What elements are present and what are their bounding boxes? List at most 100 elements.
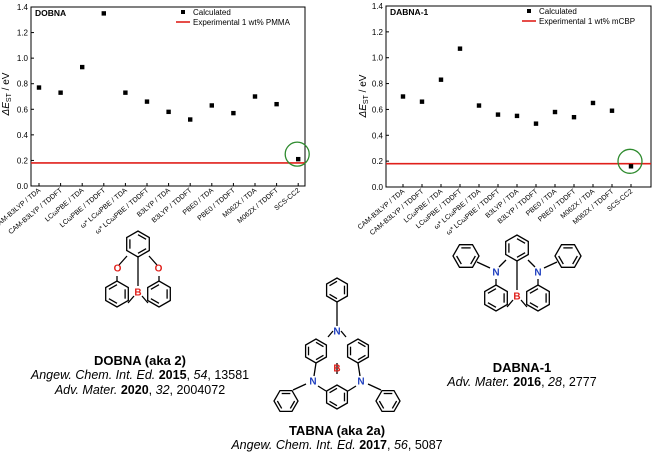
dabna-y-tick-label: 0.2 (372, 157, 384, 166)
dobna-highlight-circle (284, 141, 310, 167)
dabna-name: DABNA-1 (492, 360, 552, 375)
tabna-bond (313, 362, 317, 377)
dobna-ring-top-double-bond (137, 234, 147, 240)
dobna-data-point (80, 64, 85, 70)
dobna-ring-right-double-bond (150, 298, 160, 304)
dobna-data-points (36, 11, 301, 162)
dobna-y-tick-label: 0.8 (17, 80, 29, 89)
tabna-phenyl-right-double-bond (391, 400, 398, 409)
dobna-ring-left-double-bond (108, 298, 118, 304)
dobna-data-point (209, 103, 214, 108)
tabna-bond (340, 330, 347, 338)
dobna-oxygen-right: O (155, 264, 163, 275)
tabna-phenyl-left-double-bond (289, 400, 296, 409)
dabna-ring-right-double-bond (529, 288, 539, 294)
dobna-chart-title: DOBNA (35, 8, 66, 18)
dobna-data-point (296, 156, 301, 162)
dabna-legend-calculated: Calculated (539, 7, 577, 16)
dabna-y-tick-label: 0.0 (372, 183, 384, 192)
dabna-phenyl-left-double-bond (456, 255, 462, 265)
dabna-phenyl-right-double-bond (558, 255, 564, 265)
dobna-data-point (36, 85, 42, 90)
dobna-y-ticks: 0.0 0.2 0.4 0.6 0.8 1.0 1.2 1.4 (17, 3, 34, 191)
tabna-ring-upper-right-double-bond (357, 354, 366, 361)
dabna-data-point (609, 108, 615, 113)
dabna-boron: B (513, 292, 520, 303)
dabna-data-point (533, 121, 539, 126)
dabna-ring-top-double-bond (516, 252, 526, 258)
dabna-chart-title: DABNA-1 (390, 7, 429, 17)
dobna-y-tick-label: 1.4 (17, 3, 29, 12)
dabna-y-tick-label: 0.6 (372, 105, 384, 114)
tabna-phenyl-top-double-bond (329, 293, 338, 300)
dabna-ring-left-double-bond (487, 302, 497, 308)
tabna-phenyl-left-double-bond (276, 400, 283, 409)
tabna-ring-bottom (325, 384, 349, 410)
tabna-bond (347, 385, 357, 392)
dabna-bond (476, 261, 491, 269)
dobna-data-point (123, 90, 128, 95)
dabna-data-point (571, 114, 577, 120)
dobna-ring-right-double-bond (150, 284, 160, 290)
dobna-data-point (101, 11, 106, 16)
dabna-data-point (419, 99, 425, 104)
dobna-data-point (58, 90, 63, 95)
dobna-chart: DOBNA Calculated Experimental 1 wt% PMMA… (0, 3, 310, 236)
dabna-y-tick-label: 1.0 (372, 54, 384, 63)
tabna-bond (327, 330, 334, 338)
tabna-structure (273, 277, 401, 413)
tabna-name: TABNA (aka 2a) (288, 423, 386, 438)
dobna-oxygen-left: O (114, 264, 122, 275)
tabna-ring-bottom-double-bond (329, 387, 338, 394)
dabna-x-ticks (402, 184, 632, 187)
dobna-name: DOBNA (aka 2) (94, 353, 186, 368)
dobna-boron: B (134, 288, 141, 299)
dabna-y-tick-label: 1.2 (372, 28, 384, 37)
dobna-ring-top-double-bond (137, 248, 147, 254)
dobna-data-point (252, 94, 258, 99)
dabna-data-point (514, 113, 520, 119)
dobna-y-tick-label: 0.0 (17, 182, 29, 191)
tabna-nitrogen-right: N (357, 377, 364, 388)
dobna-legend: Calculated Experimental 1 wt% PMMA (176, 8, 291, 27)
dabna-phenyl-left-double-bond (470, 255, 476, 265)
dobna-x-ticks (38, 183, 299, 186)
dabna-y-tick-label: 1.4 (372, 2, 384, 11)
dabna-nitrogen-left: N (492, 268, 499, 279)
tabna-phenyl-right-double-bond (378, 400, 385, 409)
dabna-y-tick-label: 0.8 (372, 80, 384, 89)
dabna-data-point (590, 100, 596, 106)
tabna-phenyl-left (273, 389, 299, 413)
dobna-structure (105, 230, 171, 308)
dobna-ring-left-double-bond (108, 284, 118, 290)
tabna-ring-upper-left-double-bond (315, 341, 324, 348)
dabna-ring-top-double-bond (516, 238, 526, 244)
dobna-ring-right (147, 280, 171, 308)
dobna-data-point (188, 117, 193, 122)
dabna-phenyl-right (554, 244, 582, 268)
dobna-data-point (231, 110, 236, 116)
tabna-reference: Angew. Chem. Int. Ed. 2017, 56, 5087 (231, 438, 443, 452)
tabna-bond (292, 383, 307, 391)
dabna-data-point (495, 112, 501, 117)
dobna-bond (148, 255, 158, 266)
dobna-bond (141, 295, 149, 304)
dabna-legend-marker (527, 9, 531, 13)
tabna-nitrogen-left: N (309, 377, 316, 388)
dabna-bond (527, 259, 536, 268)
dabna-bond (498, 259, 507, 268)
dobna-reference-2: Adv. Mater. 2020, 32, 2004072 (54, 383, 226, 397)
dabna-phenyl-right-double-bond (572, 255, 578, 265)
dabna-y-axis-label: ΔEST / eV (358, 74, 370, 118)
dabna-ring-right (526, 284, 550, 312)
dobna-y-tick-label: 0.2 (17, 156, 29, 165)
dabna-y-tick-label: 0.4 (372, 131, 384, 140)
dabna-y-ticks: 0.0 0.2 0.4 0.6 0.8 1.0 1.2 1.4 (372, 2, 389, 192)
tabna-bond (367, 383, 382, 391)
dabna-bond (543, 261, 558, 269)
dabna-plot-frame (385, 5, 652, 188)
